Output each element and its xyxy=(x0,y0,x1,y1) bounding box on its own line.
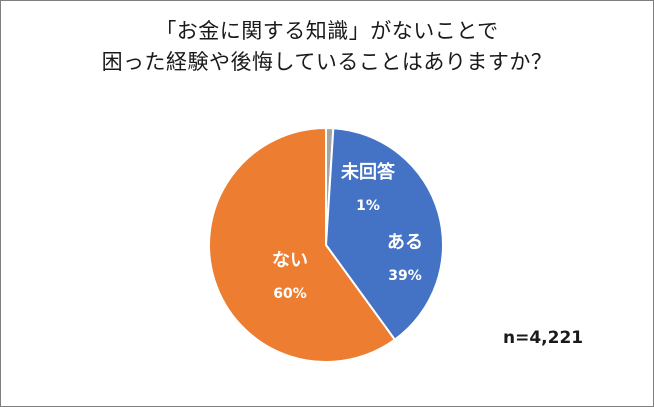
pie-slice-1 xyxy=(324,127,444,342)
slice-percent-2: 60% xyxy=(273,286,307,302)
chart-title-line-1: 「お金に関する知識」がないことで xyxy=(155,19,499,43)
chart-title-line-2: 困った経験や後悔していることはありますか？ xyxy=(101,50,553,74)
slice-label-1: ある xyxy=(387,232,423,253)
pie-slice-2 xyxy=(208,126,397,363)
slice-label-0: 未回答 xyxy=(341,161,396,183)
slice-percent-0: 1% xyxy=(356,198,380,214)
chart-title: 「お金に関する知識」がないことで 困った経験や後悔していることはありますか？ xyxy=(0,16,654,78)
pie-labels: 未回答 1% ある 39% ない 60% xyxy=(272,161,423,302)
slice-label-2: ない xyxy=(272,250,308,271)
sample-size-note: n=4,221 xyxy=(503,328,584,348)
pie-slices xyxy=(208,126,444,363)
slice-percent-1: 39% xyxy=(388,268,422,284)
